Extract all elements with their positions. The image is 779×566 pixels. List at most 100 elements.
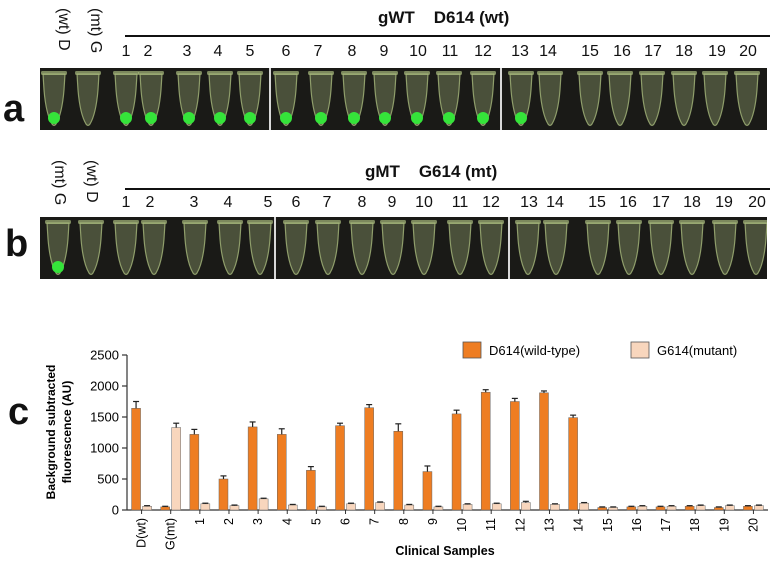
panel-b-sample-number-5: 5 — [263, 194, 273, 211]
bar-mutant-14 — [579, 502, 589, 511]
panel-a-tube-11 — [372, 71, 398, 127]
y-axis-label-line-2: fluorescence (AU) — [60, 381, 74, 484]
bar-mutant-1 — [200, 503, 211, 511]
bar-wild-type-19 — [714, 507, 724, 511]
y-axis-label-line-1: Background subtracted — [44, 365, 58, 500]
panel-b-sample-number-19: 19 — [715, 194, 733, 211]
x-tick-label-14: 14 — [572, 518, 586, 532]
panel-a-tube-17 — [577, 71, 603, 127]
panel-a-tube-10 — [341, 71, 367, 127]
panel-a-sample-number-5: 5 — [245, 43, 255, 60]
bar-mutant-4 — [288, 504, 298, 511]
bar-wild-type-17 — [655, 506, 666, 511]
bar-mutant-2 — [229, 505, 240, 511]
panel-a-tube-20 — [671, 71, 697, 127]
y-tick-label: 2000 — [90, 379, 119, 394]
panel-b-strip-divider — [274, 217, 276, 279]
panel-b-tube-1 — [45, 220, 71, 276]
y-tick-label: 500 — [97, 472, 119, 487]
panel-b-tube-4 — [141, 220, 167, 276]
y-tick-label: 1000 — [90, 441, 119, 456]
panel-b-tube-20 — [679, 220, 705, 276]
panel-b-sample-number-7: 7 — [322, 194, 332, 211]
bar-mutant-16 — [637, 506, 648, 511]
panel-b-sample-number-4: 4 — [223, 194, 233, 211]
panel-a-sample-number-19: 19 — [708, 43, 726, 60]
x-tick-label-5: 5 — [309, 518, 323, 525]
x-tick-label-20: 20 — [746, 518, 760, 532]
x-tick-label-12: 12 — [513, 518, 527, 532]
panel-a-sample-number-10: 10 — [409, 43, 427, 60]
panel-b-tube-15 — [515, 220, 541, 276]
x-tick-label-3: 3 — [251, 518, 265, 525]
panel-b-sample-number-12: 12 — [482, 194, 500, 211]
y-tick-label: 2500 — [90, 348, 119, 363]
panel-a-sample-number-1: 1 — [121, 43, 131, 60]
bar-wild-type-12 — [510, 401, 520, 511]
panel-b-sample-number-14: 14 — [546, 194, 564, 211]
panel-a-sample-number-6: 6 — [281, 43, 291, 60]
panel-b-letter: b — [5, 223, 29, 265]
x-tick-label-13: 13 — [542, 518, 556, 532]
panel-b-sample-number-18: 18 — [683, 194, 701, 211]
bar-wild-type-7 — [364, 407, 374, 511]
panel-b-tube-13 — [447, 220, 473, 276]
panel-b-tube-2 — [78, 220, 104, 276]
bar-mutant-8 — [404, 504, 415, 511]
panel-b-sample-number-13: 13 — [520, 194, 538, 211]
panel-b-sample-number-11: 11 — [451, 194, 469, 211]
x-tick-labels: D(wt) G(mt) 1 2 3 4 5 6 7 8 9 10 11 12 13 14 15 16 17 18 19 2… — [135, 510, 760, 550]
panel-b-sample-number-3: 3 — [189, 194, 199, 211]
panel-b-tube-9 — [315, 220, 341, 276]
bar-wild-type-20 — [743, 506, 753, 511]
bar-mutant-15 — [608, 507, 618, 511]
x-tick-label-D(wt): D(wt) — [135, 518, 149, 548]
x-tick-label-18: 18 — [688, 518, 702, 532]
panel-a-tube-8 — [273, 71, 299, 127]
panel-a-sample-number-4: 4 — [213, 43, 223, 60]
panel-a-tube-5 — [176, 71, 202, 127]
panel-b-sample-number-15: 15 — [588, 194, 606, 211]
panel-a-tube-3 — [113, 71, 139, 127]
bar-wild-type-8 — [393, 431, 404, 511]
panel-b-tube-7 — [247, 220, 273, 276]
x-tick-label-11: 11 — [484, 518, 498, 531]
panel-b-tube-11 — [380, 220, 406, 276]
panel-b-tube-18 — [616, 220, 642, 276]
panel-b-sample-number-10: 10 — [415, 194, 433, 211]
panel-b-tube-10 — [349, 220, 375, 276]
x-tick-label-8: 8 — [397, 518, 411, 525]
legend-swatch-wild-type — [462, 341, 482, 359]
panel-a-sample-number-11: 11 — [441, 43, 459, 60]
panel-a-sample-number-3: 3 — [182, 43, 192, 60]
panel-b-tube-17 — [585, 220, 611, 276]
x-tick-label-2: 2 — [222, 518, 236, 525]
panel-a-sample-number-20: 20 — [739, 43, 757, 60]
bar-wild-type-18 — [684, 506, 695, 511]
panel-b-tube-5 — [182, 220, 208, 276]
x-tick-label-9: 9 — [426, 518, 440, 525]
panel-a-strip-divider — [500, 68, 502, 130]
panel-a-tube-16 — [537, 71, 563, 127]
x-tick-label-16: 16 — [630, 518, 644, 532]
panel-b-tube-19 — [648, 220, 674, 276]
panel-b-tube-14 — [478, 220, 504, 276]
x-tick-label-6: 6 — [339, 518, 353, 525]
chart-legend: D614(wild-type) G614(mutant) — [462, 341, 737, 359]
x-axis-label: Clinical Samples — [395, 544, 494, 558]
x-tick-label-1: 1 — [193, 518, 207, 525]
panel-a-sample-number-7: 7 — [313, 43, 323, 60]
panel-b-rule — [125, 188, 770, 190]
panel-a-sample-number-12: 12 — [474, 43, 492, 60]
panel-b-tube-3 — [113, 220, 139, 276]
chart-bars — [131, 389, 764, 511]
panel-b-strip-divider — [508, 217, 510, 279]
panel-a-tube-13 — [436, 71, 462, 127]
panel-a-tube-4 — [138, 71, 164, 127]
panel-b-sample-number-20: 20 — [748, 194, 766, 211]
bar-wild-type-5 — [306, 470, 316, 511]
panel-a-sample-number-9: 9 — [379, 43, 389, 60]
panel-b-sample-number-1: 1 — [121, 194, 131, 211]
bar-mutant-9 — [433, 506, 444, 511]
